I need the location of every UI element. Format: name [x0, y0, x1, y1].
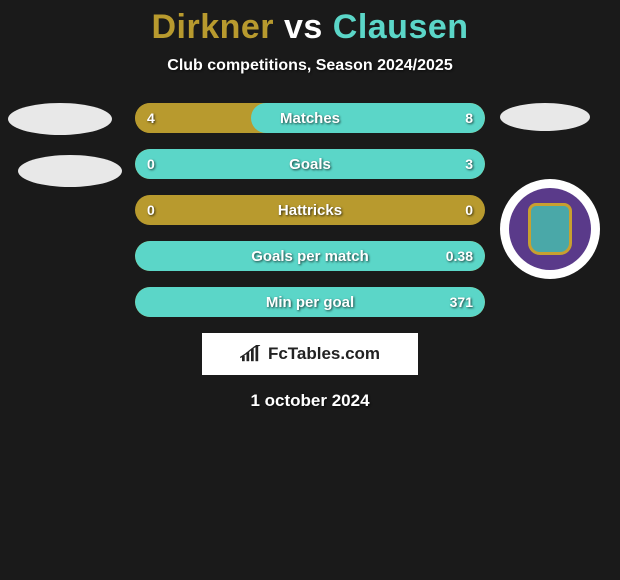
stat-label: Matches	[280, 110, 340, 127]
title-player1: Dirkner	[151, 8, 274, 46]
stat-value-left: 4	[147, 110, 155, 126]
stat-rows: 4 8 Matches 0 3 Goals 0 0 Hattricks 0.38 Goals per…	[135, 103, 485, 317]
stat-row: 0 0 Hattricks	[135, 195, 485, 225]
player2-club-badge	[500, 179, 600, 279]
stat-value-right: 3	[465, 156, 473, 172]
stat-row: 0 3 Goals	[135, 149, 485, 179]
stat-row: 371 Min per goal	[135, 287, 485, 317]
stat-value-left: 0	[147, 202, 155, 218]
player1-club-placeholder	[18, 155, 122, 187]
subtitle: Club competitions, Season 2024/2025	[0, 57, 620, 75]
stat-label: Hattricks	[278, 202, 342, 219]
page-title: Dirkner vs Clausen	[0, 8, 620, 47]
title-player2: Clausen	[333, 8, 469, 46]
date-label: 1 october 2024	[0, 391, 620, 411]
stat-value-right: 0	[465, 202, 473, 218]
stat-row: 0.38 Goals per match	[135, 241, 485, 271]
stat-value-left: 0	[147, 156, 155, 172]
stat-value-right: 0.38	[446, 248, 473, 264]
branding-text: FcTables.com	[268, 344, 380, 364]
title-vs: vs	[284, 8, 323, 46]
player2-avatar-placeholder	[500, 103, 590, 131]
club-badge-ring	[509, 188, 591, 270]
stat-value-right: 371	[450, 294, 473, 310]
player1-avatar-placeholder	[8, 103, 112, 135]
branding-box[interactable]: FcTables.com	[202, 333, 418, 375]
stat-row: 4 8 Matches	[135, 103, 485, 133]
stat-label: Min per goal	[266, 294, 354, 311]
stats-area: 4 8 Matches 0 3 Goals 0 0 Hattricks 0.38 Goals per…	[0, 103, 620, 317]
bar-chart-icon	[240, 345, 262, 363]
club-badge-core	[528, 203, 572, 255]
stat-value-right: 8	[465, 110, 473, 126]
stat-label: Goals	[289, 156, 331, 173]
comparison-card: Dirkner vs Clausen Club competitions, Se…	[0, 0, 620, 411]
stat-label: Goals per match	[251, 248, 369, 265]
